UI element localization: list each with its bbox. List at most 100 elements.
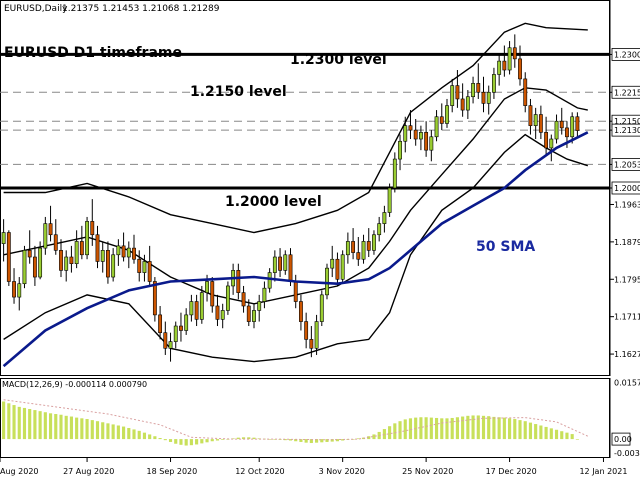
candle-11 [59, 239, 63, 278]
price-tick-label-7: 1.18790 [614, 238, 640, 247]
candle-body-62 [325, 267, 329, 296]
candle-95 [497, 54, 502, 86]
candle-69 [361, 234, 366, 264]
macd-bar-30 [158, 438, 162, 440]
candle-body-95 [497, 60, 502, 75]
price-tick-label-1: 1.22150 [614, 88, 640, 97]
candle-0 [1, 219, 6, 262]
candle-body-20 [106, 250, 110, 278]
candle-110 [575, 112, 580, 137]
candle-78 [408, 110, 413, 140]
macd-bar-42 [221, 439, 225, 440]
macd-bar-15 [80, 418, 84, 440]
time-tick-label-5: 25 Nov 2020 [402, 467, 453, 476]
candle-58 [304, 312, 309, 349]
candle-100 [523, 72, 528, 113]
candle-99 [518, 45, 522, 86]
candle-body-22 [116, 245, 121, 256]
macd-bar-99 [518, 420, 522, 440]
sma-50-line [2, 131, 589, 368]
macd-axis: 0.015750 0.00 -0.003950 [609, 378, 640, 458]
candle-body-65 [340, 254, 345, 280]
candle-34 [179, 312, 183, 342]
macd-bar-105 [549, 428, 553, 440]
macd-bar-52 [273, 439, 277, 440]
candle-14 [74, 230, 79, 269]
macd-bar-108 [565, 432, 569, 440]
macd-tick-label-0: 0.015750 [614, 379, 640, 388]
macd-bar-75 [393, 423, 397, 440]
macd-tick-label-1: 0.00 [614, 435, 632, 444]
macd-bar-71 [372, 434, 376, 440]
macd-bar-6 [33, 410, 37, 440]
macd-bar-101 [528, 422, 533, 440]
candle-body-110 [575, 116, 580, 131]
candle-31 [163, 321, 168, 355]
annotation-level-1-2000: 1.2000 level [225, 194, 322, 210]
annotation-sma: 50 SMA [476, 239, 535, 255]
candle-body-37 [194, 301, 199, 320]
candle-body-13 [69, 256, 74, 264]
candle-105 [549, 134, 554, 162]
macd-bar-36 [189, 439, 193, 446]
macd-bar-33 [174, 439, 178, 444]
candle-body-91 [476, 83, 481, 93]
candle-body-16 [85, 221, 89, 256]
candle-65 [340, 250, 345, 284]
candle-body-54 [283, 254, 288, 271]
candle-body-51 [267, 272, 272, 289]
macd-bar-29 [153, 436, 157, 440]
candle-body-17 [90, 221, 95, 236]
candle-48 [252, 303, 256, 329]
candle-body-36 [189, 301, 194, 316]
candle-103 [538, 105, 543, 140]
candle-2 [12, 268, 16, 304]
time-tick-label-0: Aug 2020 [0, 467, 39, 476]
macd-bar-31 [163, 439, 167, 441]
candle-35 [184, 308, 189, 335]
candle-61 [319, 290, 324, 327]
macd-bar-85 [445, 418, 449, 440]
candle-41 [215, 294, 220, 327]
macd-bar-91 [476, 415, 480, 440]
macd-bar-88 [461, 416, 465, 440]
macd-bar-103 [539, 425, 543, 440]
macd-bar-13 [69, 416, 73, 440]
candle-57 [299, 294, 303, 331]
annotation-timeframe: EURUSD D1 timeframe [4, 45, 182, 61]
macd-plot-frame [0, 378, 610, 458]
macd-bar-102 [534, 424, 538, 440]
bollinger-upper-line [3, 22, 588, 234]
candle-body-80 [418, 132, 423, 140]
candle-87 [455, 70, 460, 108]
macd-bar-78 [408, 418, 413, 440]
candle-body-41 [215, 305, 220, 320]
candle-19 [100, 241, 105, 273]
candle-50 [262, 281, 267, 309]
candle-92 [481, 76, 486, 113]
candlesticks [1, 34, 580, 362]
macd-bar-94 [492, 416, 496, 440]
macd-bar-51 [268, 439, 272, 440]
macd-bar-58 [304, 439, 308, 443]
candle-body-85 [445, 105, 449, 124]
candle-4 [22, 245, 27, 289]
candle-54 [283, 250, 288, 275]
candle-body-76 [398, 140, 402, 160]
candle-body-30 [158, 314, 163, 334]
candle-body-49 [257, 301, 262, 311]
candle-49 [257, 294, 262, 322]
candle-91 [476, 63, 481, 99]
macd-bar-76 [398, 421, 402, 440]
candle-body-55 [288, 254, 293, 282]
candle-80 [418, 125, 423, 151]
candle-27 [142, 254, 147, 282]
candle-26 [137, 250, 142, 282]
candle-body-39 [205, 281, 209, 293]
macd-bar-104 [544, 426, 548, 440]
time-tick-label-3: 12 Oct 2020 [235, 467, 284, 476]
candle-body-48 [252, 310, 256, 322]
candle-63 [330, 245, 335, 278]
macd-bar-19 [101, 422, 105, 440]
